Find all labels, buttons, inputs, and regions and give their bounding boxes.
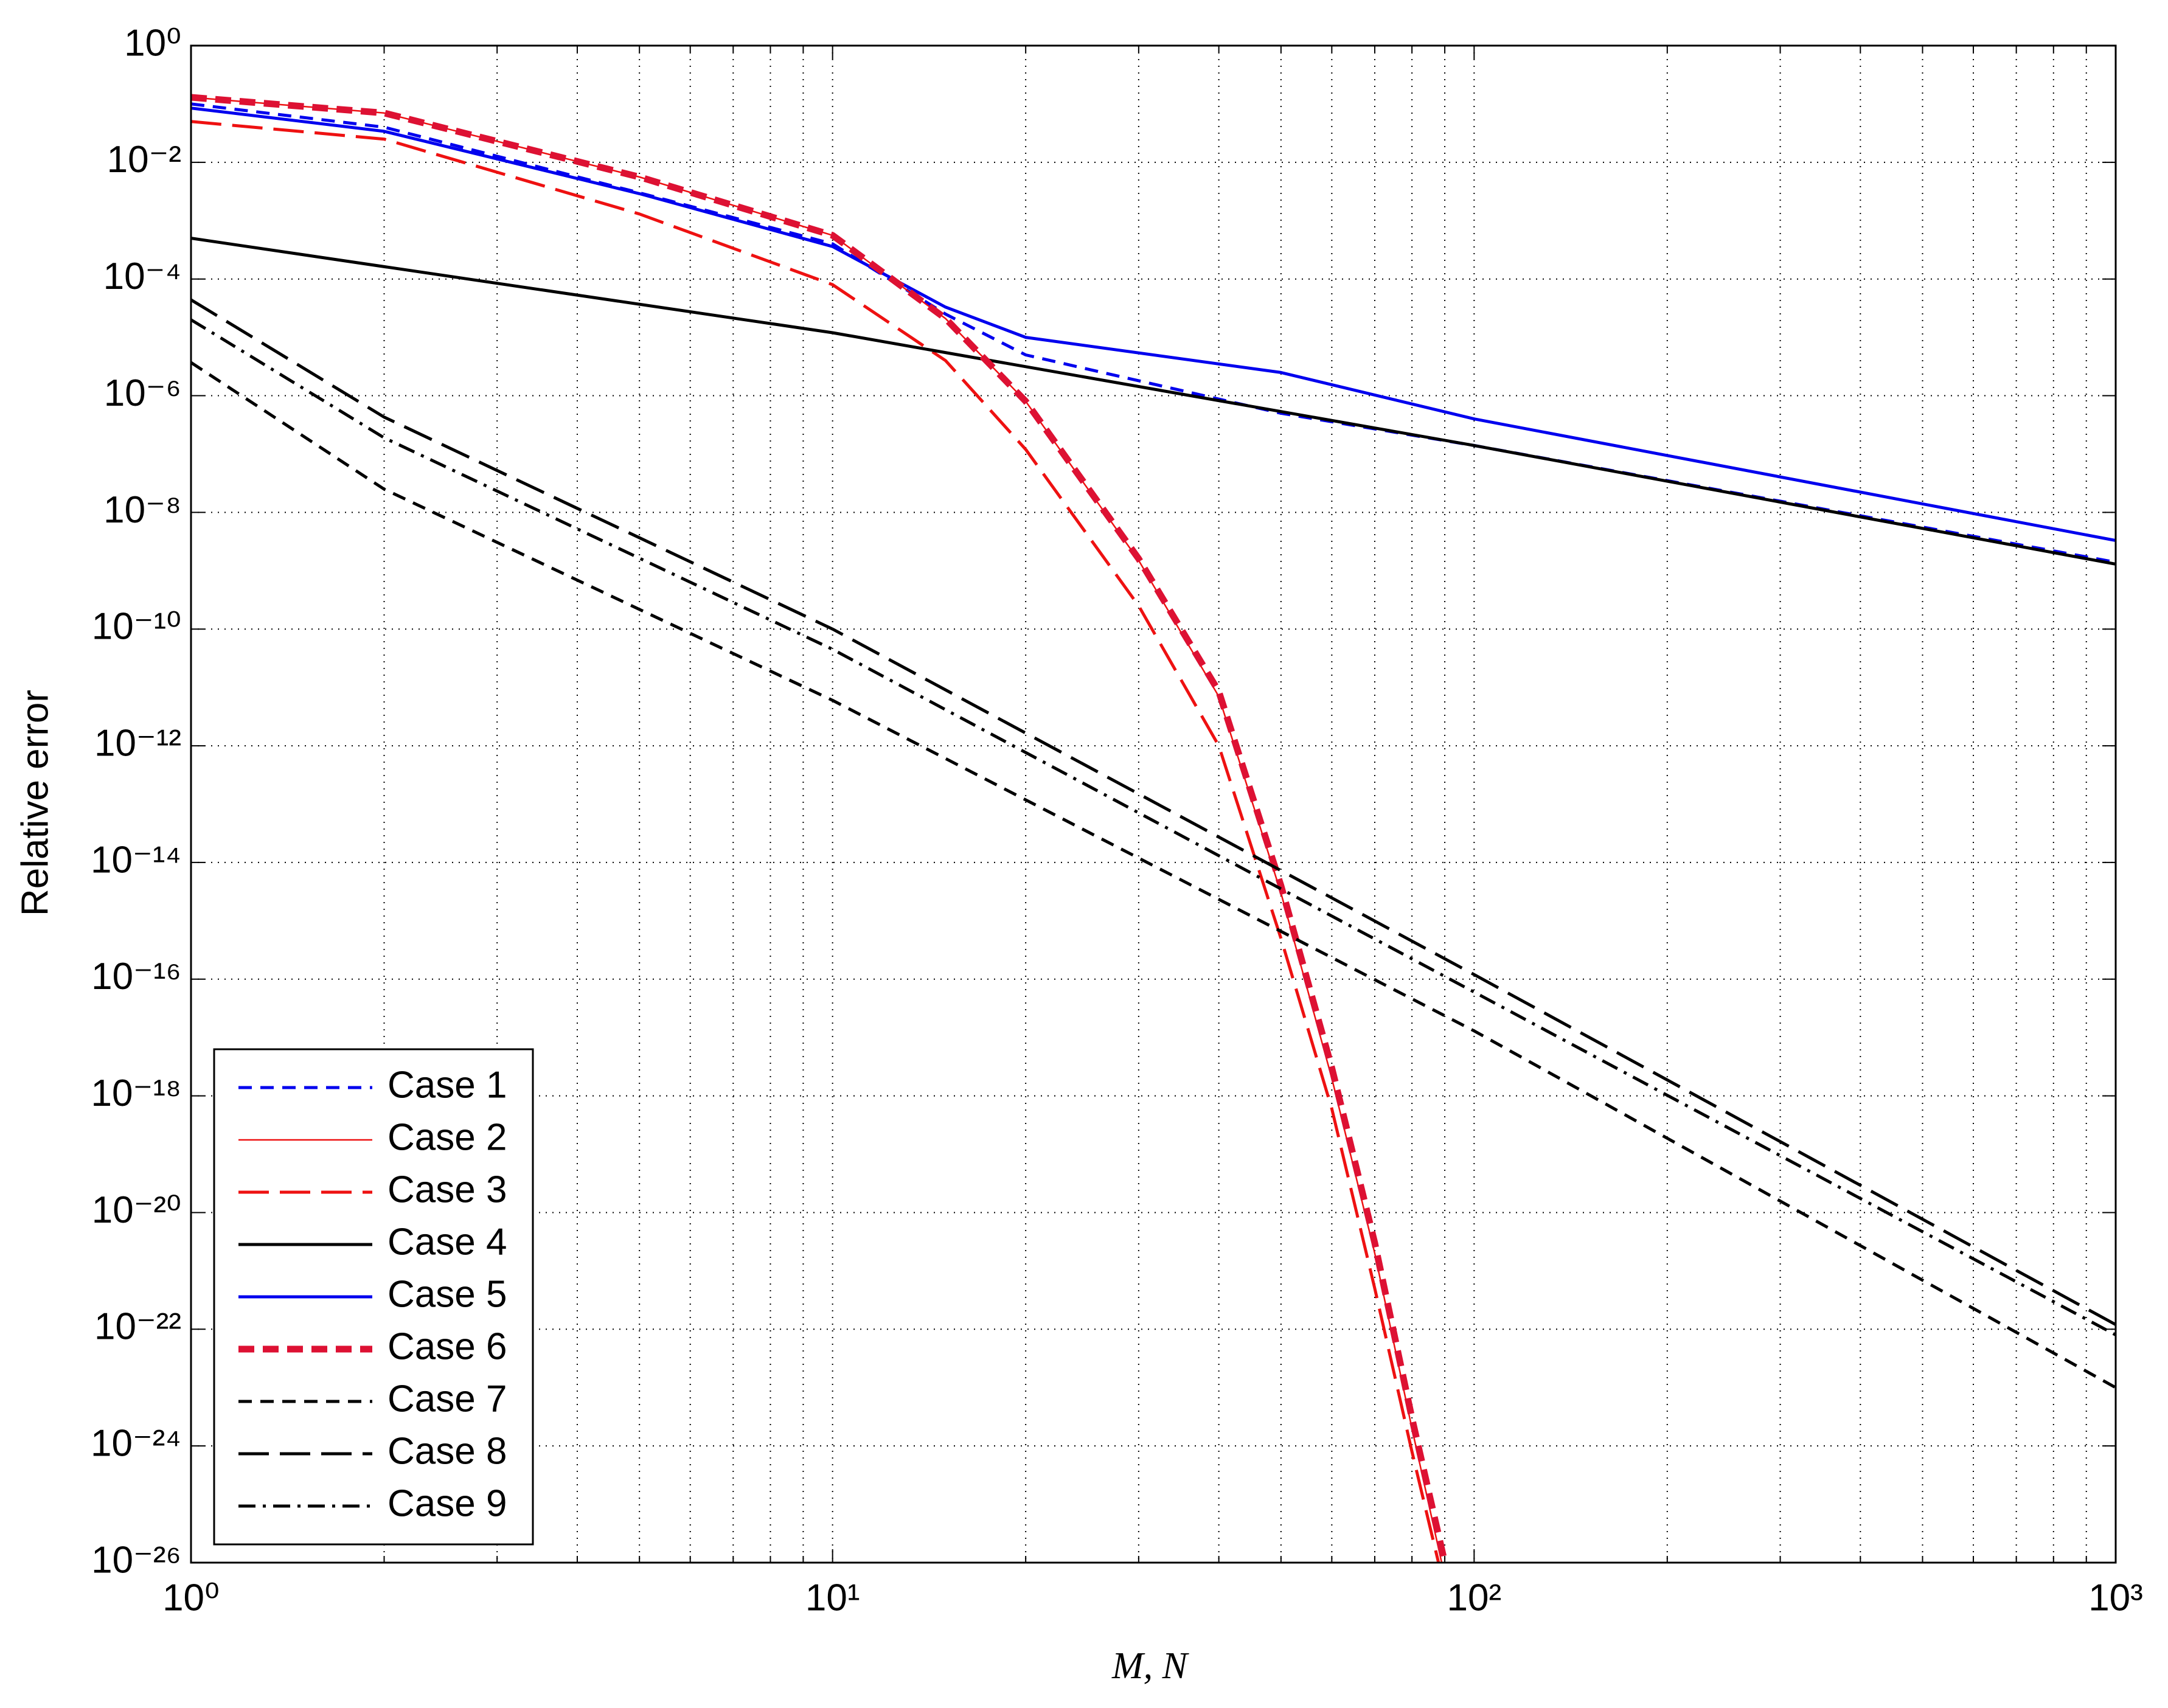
legend-label: Case 5 <box>387 1273 507 1315</box>
y-tick-label: 10⁻²² <box>94 1306 181 1348</box>
series-line <box>191 237 2116 566</box>
series-line <box>191 361 2116 1389</box>
legend-label: Case 4 <box>387 1221 507 1263</box>
x-tick-label: 10² <box>1447 1577 1502 1619</box>
series-line <box>191 120 1440 1563</box>
y-tick-label: 10⁻²⁴ <box>91 1423 181 1465</box>
legend-label: Case 8 <box>387 1430 507 1472</box>
series-line <box>191 298 2116 1326</box>
y-tick-label: 10⁻¹⁰ <box>92 606 181 648</box>
legend-label: Case 9 <box>387 1482 507 1524</box>
x-tick-label: 10¹ <box>805 1577 860 1619</box>
y-tick-label: 10⁻⁸ <box>103 489 181 531</box>
series-line <box>191 94 1448 1563</box>
y-tick-label: 10⁻²⁰ <box>92 1189 181 1231</box>
legend-label: Case 1 <box>387 1064 507 1106</box>
y-tick-label: 10⁻¹² <box>94 722 181 764</box>
y-tick-label: 10⁻¹⁴ <box>91 839 181 881</box>
legend-label: Case 7 <box>387 1378 507 1420</box>
plot-frame <box>190 44 2117 1564</box>
y-axis-label: Relative error <box>14 690 56 916</box>
y-tick-label: 10⁻² <box>107 139 181 181</box>
x-tick-label: 10³ <box>2088 1577 2143 1619</box>
series-line <box>191 106 2116 543</box>
y-tick-label: 10⁻⁶ <box>104 372 181 414</box>
y-tick-label: 10⁻⁴ <box>103 255 181 297</box>
series-line <box>191 102 2116 564</box>
x-tick-label: 10⁰ <box>162 1577 220 1619</box>
y-tick-label: 10⁻¹⁸ <box>91 1072 182 1114</box>
legend-label: Case 2 <box>387 1116 507 1158</box>
y-tick-label: 10⁻¹⁶ <box>91 956 181 998</box>
y-tick-label: 10⁻²⁶ <box>91 1539 181 1581</box>
legend-label: Case 6 <box>387 1325 507 1367</box>
series-line <box>191 318 2116 1336</box>
legend-label: Case 3 <box>387 1168 507 1210</box>
x-axis-label: M, N <box>1111 1645 1190 1687</box>
y-tick-label: 10⁰ <box>124 22 181 64</box>
